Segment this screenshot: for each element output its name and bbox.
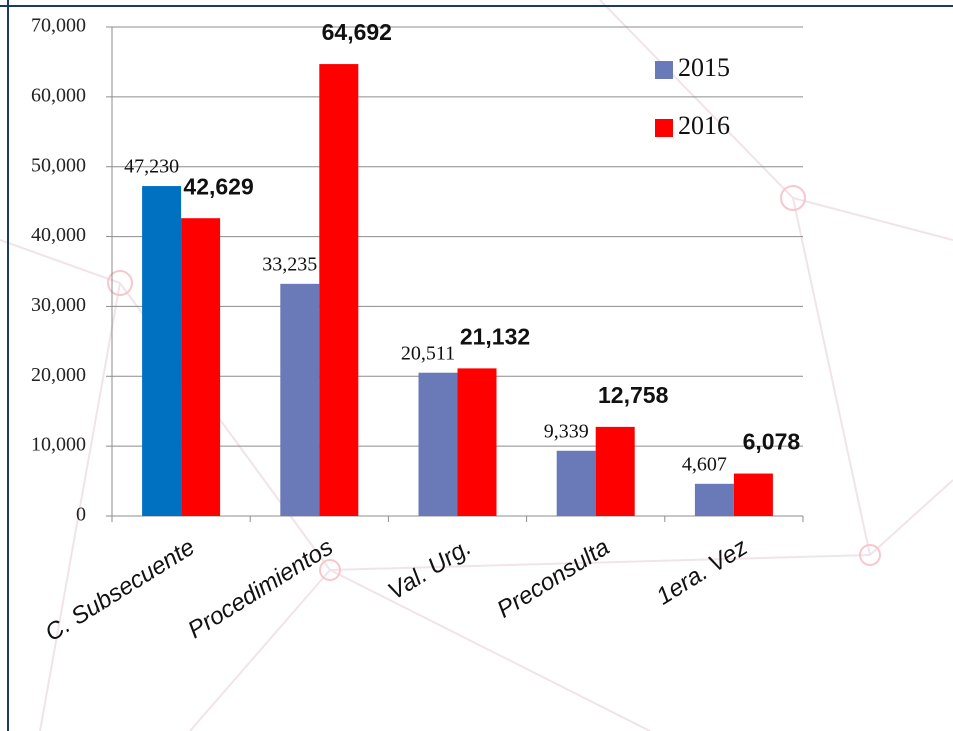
value-label: 6,078	[743, 429, 801, 455]
y-tick-label: 20,000	[31, 364, 86, 386]
y-tick-label: 30,000	[31, 294, 86, 316]
y-tick-label: 40,000	[31, 224, 86, 246]
y-tick-label: 70,000	[31, 15, 86, 37]
y-tick-label: 60,000	[31, 84, 86, 106]
value-label: 42,629	[183, 173, 253, 199]
y-tick-label: 50,000	[31, 154, 86, 176]
legend-swatch	[655, 119, 673, 137]
value-label: 9,339	[544, 420, 589, 442]
value-label: 20,511	[401, 342, 455, 364]
value-label: 47,230	[124, 156, 179, 178]
bar	[418, 372, 458, 516]
bar	[733, 473, 773, 516]
value-label: 33,235	[262, 253, 317, 275]
legend-label: 2015	[678, 53, 730, 82]
x-tick-label: Preconsulta	[492, 534, 614, 624]
value-label: 12,758	[598, 382, 669, 408]
value-label: 4,607	[682, 453, 727, 475]
value-label: 64,692	[322, 19, 392, 45]
legend-swatch	[655, 61, 673, 79]
bar	[181, 218, 221, 516]
bar	[556, 450, 596, 516]
bar	[694, 483, 734, 516]
x-tick-label: 1era. Vez	[652, 534, 753, 611]
y-tick-label: 0	[76, 504, 86, 526]
x-tick-label: Val. Urg.	[383, 534, 476, 606]
legend-label: 2016	[678, 111, 730, 140]
bar	[142, 186, 182, 517]
value-label: 21,132	[460, 323, 530, 349]
bar	[595, 426, 635, 516]
y-tick-label: 10,000	[31, 434, 86, 456]
bar	[457, 368, 497, 516]
bar	[280, 283, 320, 516]
bar	[319, 64, 359, 516]
